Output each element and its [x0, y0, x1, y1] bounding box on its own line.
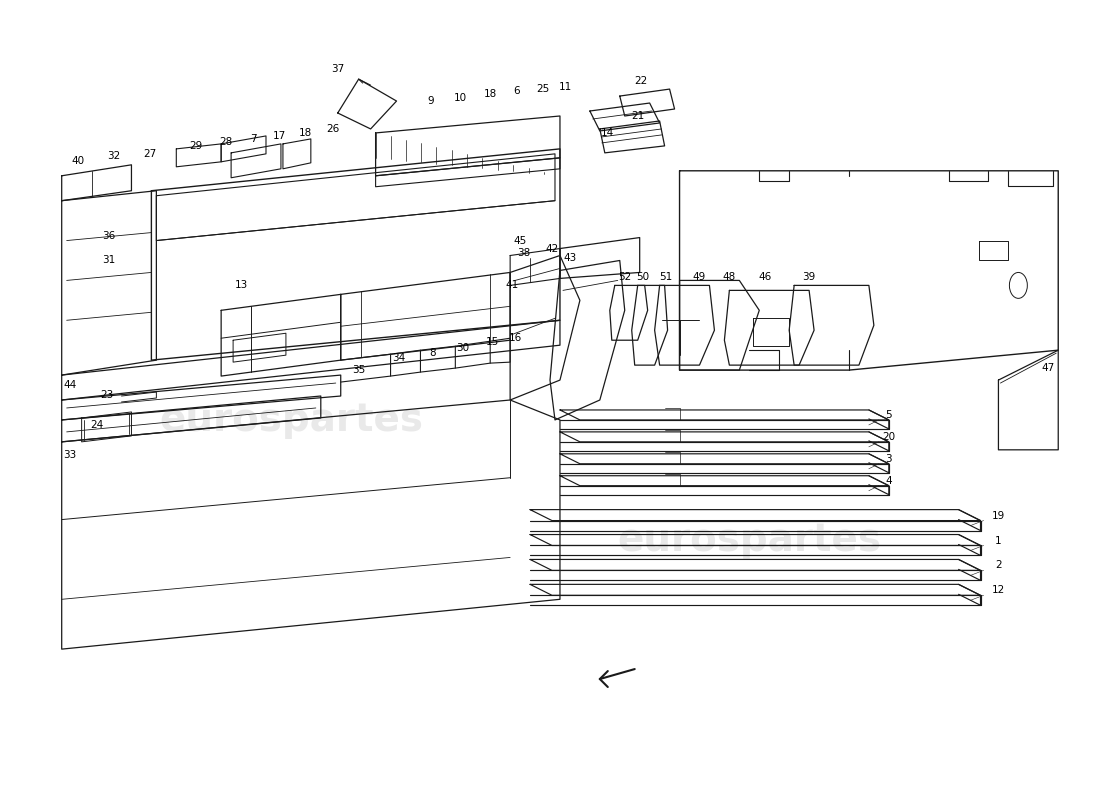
Text: 18: 18 — [299, 128, 312, 138]
Text: 41: 41 — [506, 280, 519, 290]
Text: 52: 52 — [618, 273, 631, 282]
Text: 27: 27 — [143, 149, 156, 159]
Text: 15: 15 — [485, 338, 498, 347]
Text: 13: 13 — [234, 280, 248, 290]
Text: 11: 11 — [559, 82, 572, 92]
Text: 31: 31 — [102, 255, 116, 266]
Text: 24: 24 — [90, 420, 103, 430]
Text: eurospartes: eurospartes — [158, 401, 422, 439]
Text: 20: 20 — [882, 432, 895, 442]
Text: 43: 43 — [563, 254, 576, 263]
Text: 40: 40 — [72, 156, 85, 166]
Text: 26: 26 — [326, 124, 340, 134]
Text: 17: 17 — [273, 131, 286, 141]
Text: 9: 9 — [427, 96, 433, 106]
Text: 50: 50 — [636, 273, 649, 282]
Text: 42: 42 — [546, 243, 559, 254]
Text: 36: 36 — [102, 230, 116, 241]
Text: 38: 38 — [517, 247, 530, 258]
Text: 16: 16 — [508, 334, 521, 343]
Text: 34: 34 — [392, 353, 405, 363]
Text: eurospartes: eurospartes — [617, 521, 881, 558]
Text: 22: 22 — [634, 76, 647, 86]
Text: 21: 21 — [631, 111, 645, 121]
Text: 7: 7 — [250, 134, 256, 144]
Text: 47: 47 — [1042, 363, 1055, 373]
Text: 23: 23 — [100, 390, 113, 400]
Text: 44: 44 — [63, 380, 76, 390]
Text: 28: 28 — [220, 137, 233, 147]
Text: 19: 19 — [992, 510, 1005, 521]
Text: 4: 4 — [886, 476, 892, 486]
Text: 30: 30 — [455, 343, 469, 353]
Text: 8: 8 — [429, 348, 436, 358]
Text: 46: 46 — [759, 273, 772, 282]
Text: 14: 14 — [602, 128, 615, 138]
Text: 10: 10 — [454, 93, 466, 103]
Text: 37: 37 — [331, 64, 344, 74]
Text: 48: 48 — [723, 273, 736, 282]
Text: 33: 33 — [63, 450, 76, 460]
Text: 35: 35 — [352, 365, 365, 375]
Text: 12: 12 — [992, 586, 1005, 595]
Text: 2: 2 — [996, 561, 1002, 570]
Text: 29: 29 — [189, 141, 202, 151]
Text: 49: 49 — [693, 273, 706, 282]
Text: 51: 51 — [659, 273, 672, 282]
Text: 1: 1 — [996, 535, 1002, 546]
Text: 18: 18 — [484, 89, 497, 99]
Text: 5: 5 — [886, 410, 892, 420]
Text: 32: 32 — [107, 151, 120, 161]
Text: 45: 45 — [514, 235, 527, 246]
Text: 39: 39 — [803, 273, 816, 282]
Text: 3: 3 — [886, 454, 892, 464]
Text: 25: 25 — [537, 84, 550, 94]
Text: 6: 6 — [513, 86, 519, 96]
